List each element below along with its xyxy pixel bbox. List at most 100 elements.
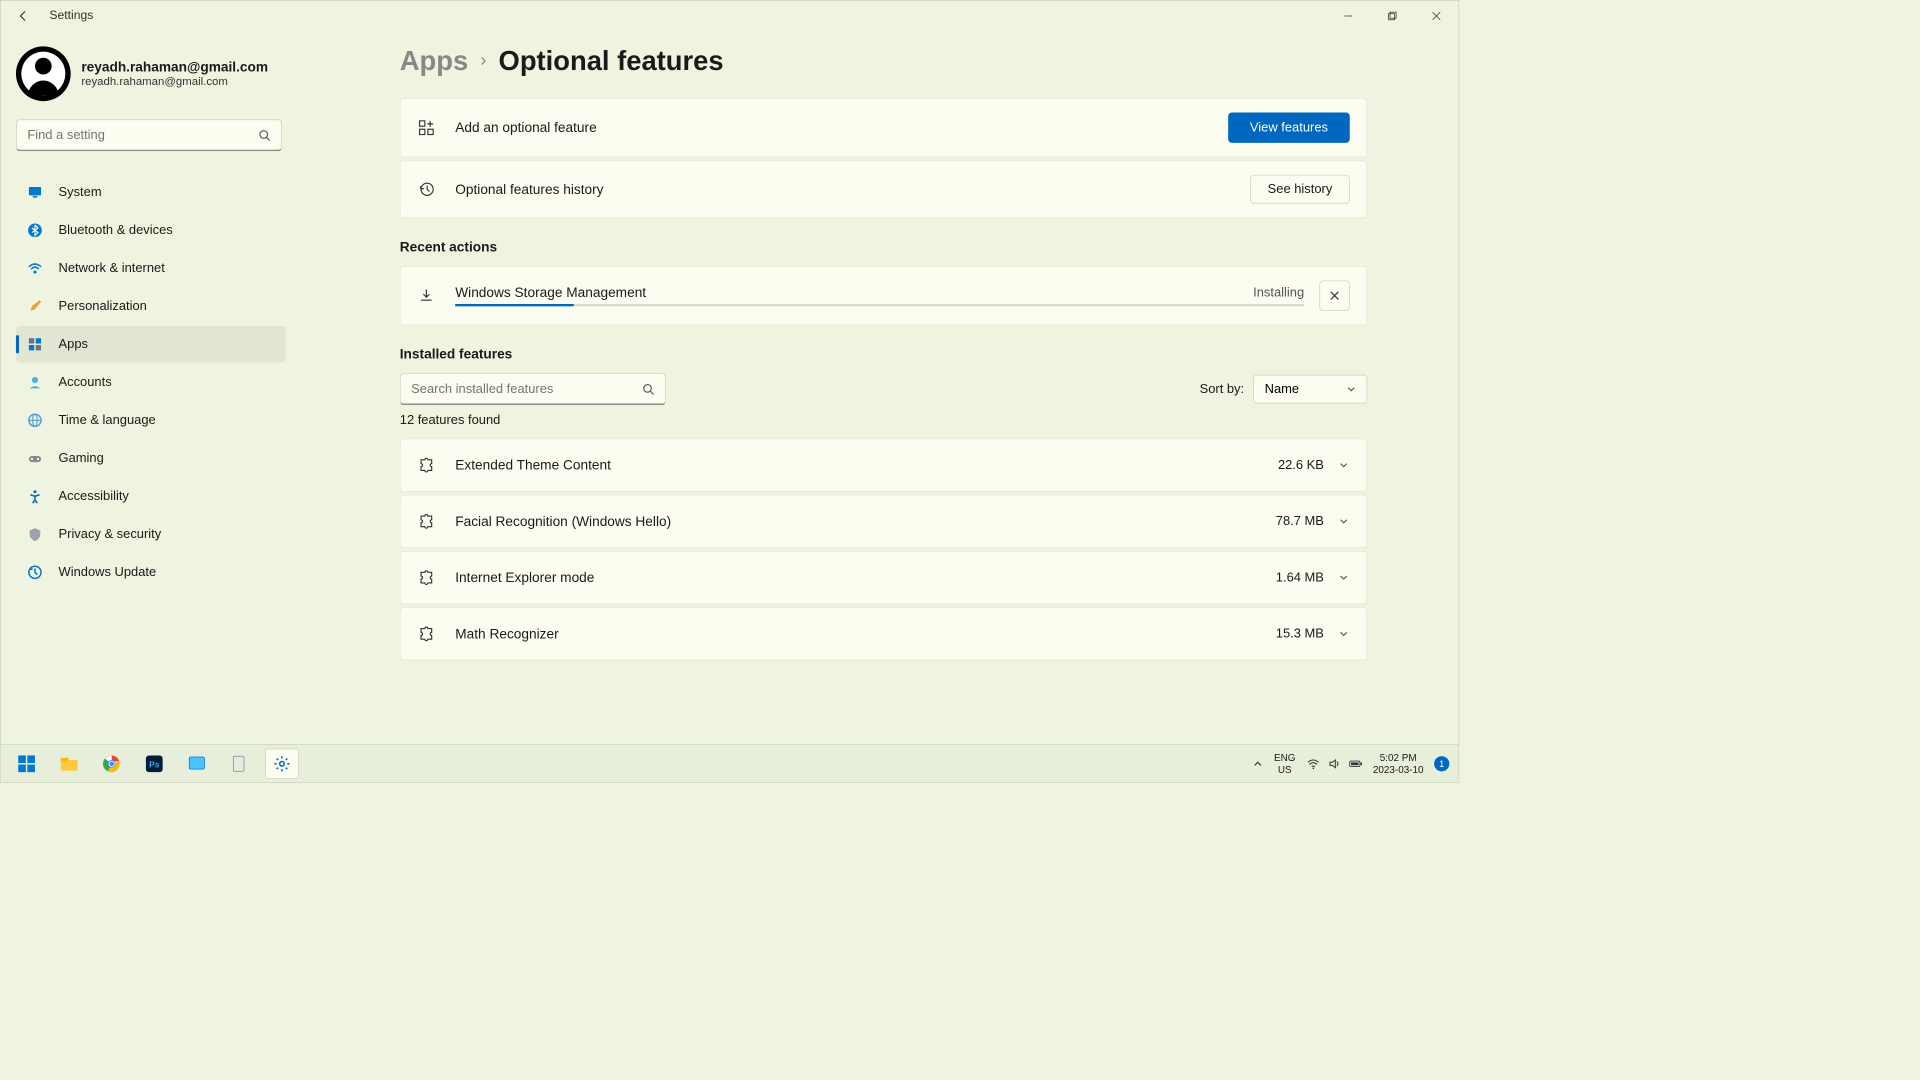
app-icon[interactable]	[223, 748, 256, 778]
main-content: Apps › Optional features Add an optional…	[301, 31, 1458, 782]
sidebar-item-label: Accounts	[59, 375, 112, 390]
install-progress-card: Windows Storage Management Installing	[400, 266, 1367, 325]
settings-taskbar-icon[interactable]	[265, 748, 298, 778]
accessibility-icon	[27, 488, 44, 505]
page-title: Optional features	[499, 45, 724, 77]
photoshop-icon[interactable]: Ps	[138, 748, 171, 778]
user-name: reyadh.rahaman@gmail.com	[81, 59, 268, 75]
window-title: Settings	[49, 9, 93, 23]
history-label: Optional features history	[455, 181, 1250, 197]
installed-features-heading: Installed features	[400, 347, 1367, 363]
history-card: Optional features history See history	[400, 160, 1367, 218]
bluetooth-icon	[27, 222, 44, 239]
feature-name: Facial Recognition (Windows Hello)	[455, 513, 1276, 529]
sidebar-item-accessibility[interactable]: Accessibility	[16, 478, 286, 514]
sidebar-item-accounts[interactable]: Accounts	[16, 364, 286, 400]
chevron-down-icon	[1338, 628, 1350, 640]
file-explorer-icon[interactable]	[52, 748, 85, 778]
view-features-button[interactable]: View features	[1228, 112, 1350, 142]
install-item-name: Windows Storage Management	[455, 285, 646, 301]
sidebar-item-label: Bluetooth & devices	[59, 223, 173, 238]
nav-list: System Bluetooth & devices Network & inter…	[16, 174, 301, 590]
feature-row[interactable]: Math Recognizer15.3 MB	[400, 607, 1367, 660]
sidebar-item-label: Accessibility	[59, 489, 129, 504]
tray-chevron-icon[interactable]	[1253, 758, 1264, 769]
language-indicator[interactable]: ENGUS	[1274, 752, 1295, 776]
progress-bar	[455, 304, 1304, 306]
puzzle-icon	[417, 625, 435, 643]
start-button[interactable]	[10, 748, 43, 778]
sidebar-item-gaming[interactable]: Gaming	[16, 440, 286, 476]
sidebar-item-network-internet[interactable]: Network & internet	[16, 250, 286, 286]
sidebar-item-privacy-security[interactable]: Privacy & security	[16, 516, 286, 552]
taskbar: Ps ENGUS 5:02 PM2023-03-10 1	[1, 744, 1459, 782]
window-controls	[1326, 1, 1458, 31]
clock[interactable]: 5:02 PM2023-03-10	[1373, 752, 1424, 776]
cancel-install-button[interactable]	[1319, 280, 1349, 310]
feature-size: 15.3 MB	[1276, 626, 1324, 641]
feature-count: 12 features found	[400, 413, 1367, 428]
feature-search-input[interactable]	[411, 381, 642, 396]
search-icon	[258, 129, 270, 141]
see-history-button[interactable]: See history	[1250, 175, 1350, 204]
shield-icon	[27, 526, 44, 543]
user-email: reyadh.rahaman@gmail.com	[81, 75, 268, 88]
search-box[interactable]	[16, 119, 282, 151]
sidebar-item-label: Privacy & security	[59, 527, 162, 542]
sidebar-item-bluetooth-devices[interactable]: Bluetooth & devices	[16, 212, 286, 248]
history-icon	[417, 180, 435, 198]
search-icon	[642, 383, 654, 395]
sidebar-item-personalization[interactable]: Personalization	[16, 288, 286, 324]
chevron-down-icon	[1338, 515, 1350, 527]
feature-name: Internet Explorer mode	[455, 570, 1276, 586]
wifi-icon[interactable]	[1306, 757, 1320, 771]
feature-row[interactable]: Internet Explorer mode1.64 MB	[400, 551, 1367, 604]
monitor-icon	[27, 184, 44, 201]
breadcrumb: Apps › Optional features	[400, 45, 1367, 77]
update-icon	[27, 564, 44, 581]
person-icon	[27, 374, 44, 391]
sidebar-item-label: System	[59, 185, 102, 200]
user-block[interactable]: reyadh.rahaman@gmail.com reyadh.rahaman@…	[16, 46, 301, 101]
sort-value: Name	[1265, 382, 1299, 397]
feature-row[interactable]: Extended Theme Content22.6 KB	[400, 439, 1367, 492]
feature-row[interactable]: Facial Recognition (Windows Hello)78.7 M…	[400, 495, 1367, 548]
close-button[interactable]	[1414, 1, 1458, 31]
install-status: Installing	[1253, 285, 1304, 301]
volume-icon[interactable]	[1327, 757, 1341, 771]
puzzle-icon	[417, 568, 435, 586]
svg-text:Ps: Ps	[149, 759, 160, 769]
feature-size: 22.6 KB	[1278, 458, 1324, 473]
chevron-down-icon	[1338, 572, 1350, 584]
filter-row: Sort by: Name	[400, 373, 1367, 405]
search-input[interactable]	[27, 127, 258, 142]
sort-label: Sort by:	[1200, 382, 1245, 397]
sort-dropdown[interactable]: Name	[1253, 375, 1367, 404]
feature-search-box[interactable]	[400, 373, 666, 405]
taskbar-apps: Ps	[10, 748, 299, 778]
sidebar-item-label: Network & internet	[59, 261, 165, 276]
sidebar-item-apps[interactable]: Apps	[16, 326, 286, 362]
titlebar: Settings	[1, 1, 1459, 31]
close-icon	[1329, 290, 1340, 301]
breadcrumb-parent[interactable]: Apps	[400, 45, 468, 77]
app-icon[interactable]	[180, 748, 213, 778]
wifi-icon	[27, 260, 44, 277]
chrome-icon[interactable]	[95, 748, 128, 778]
maximize-button[interactable]	[1370, 1, 1414, 31]
sidebar-item-time-language[interactable]: Time & language	[16, 402, 286, 438]
sidebar-item-label: Personalization	[59, 299, 147, 314]
sidebar-item-system[interactable]: System	[16, 174, 286, 210]
sidebar-item-label: Time & language	[59, 413, 156, 428]
sidebar-item-windows-update[interactable]: Windows Update	[16, 554, 286, 590]
sidebar-item-label: Gaming	[59, 451, 104, 466]
notification-badge[interactable]: 1	[1434, 756, 1449, 771]
sidebar-item-label: Apps	[59, 337, 88, 352]
minimize-button[interactable]	[1326, 1, 1370, 31]
battery-icon[interactable]	[1349, 757, 1363, 771]
back-button[interactable]	[16, 8, 31, 23]
apps-icon	[27, 336, 44, 353]
sidebar: reyadh.rahaman@gmail.com reyadh.rahaman@…	[1, 31, 301, 782]
add-app-icon	[417, 119, 435, 137]
feature-list: Extended Theme Content22.6 KBFacial Reco…	[400, 439, 1367, 661]
